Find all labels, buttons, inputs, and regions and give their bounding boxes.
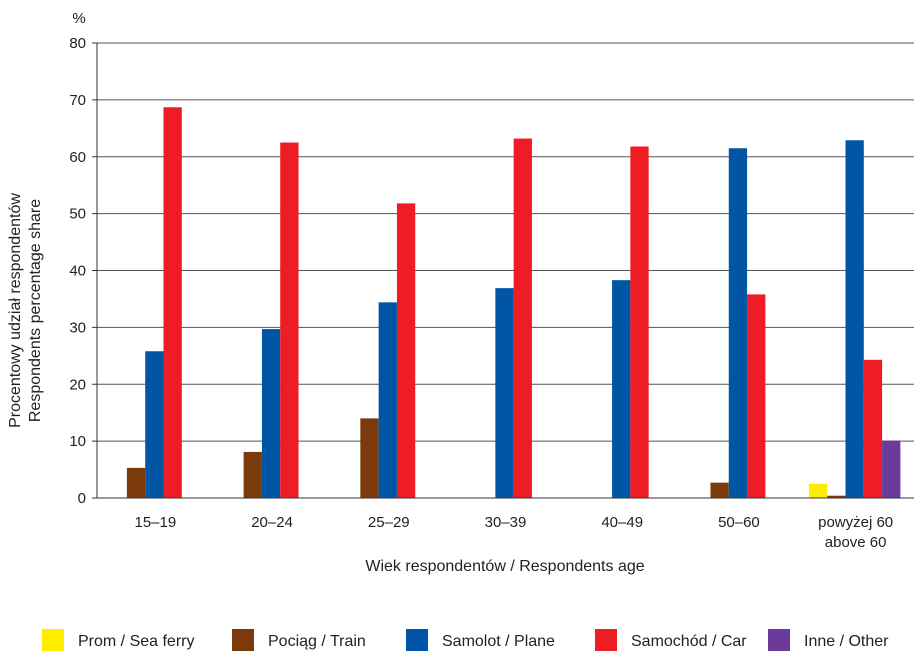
y-tick-label: 0: [78, 490, 86, 507]
y-axis-title: Procentowy udział respondentów Respondent…: [7, 193, 44, 428]
y-tick-label: 50: [69, 206, 86, 223]
x-axis-title: Wiek respondentów / Respondents age: [365, 558, 644, 575]
y-axis-title-line: Procentowy udział respondentów: [7, 193, 24, 428]
bar: [863, 359, 883, 498]
x-tick-label: 50–60: [718, 514, 760, 531]
legend-label: Prom / Sea ferry: [78, 633, 194, 650]
x-tick-label: 25–29: [368, 514, 410, 531]
bar: [845, 140, 864, 498]
legend-swatch: [42, 629, 64, 651]
y-axis-unit: %: [72, 10, 85, 27]
bar: [163, 107, 182, 499]
bar: [630, 146, 649, 498]
legend: Prom / Sea ferry Pociąg / Train Samolot / …: [42, 629, 889, 651]
legend-swatch: [232, 629, 254, 651]
x-tick-label: 30–39: [485, 514, 527, 531]
bars: [126, 107, 901, 499]
bar: [360, 418, 379, 498]
bar: [261, 329, 281, 498]
x-tick-label: 40–49: [601, 514, 643, 531]
bar: [495, 288, 514, 498]
x-tick-label: 20–24: [251, 514, 293, 531]
bar: [808, 483, 828, 498]
legend-label: Samochód / Car: [631, 633, 747, 650]
legend-swatch: [595, 629, 617, 651]
legend-swatch: [406, 629, 428, 651]
bar: [378, 302, 397, 498]
x-tick-labels: 15–19 20–24 25–29 30–39 40–49 50–60 powyżej 60…: [134, 514, 893, 551]
bar: [243, 451, 262, 498]
bar: [513, 138, 532, 499]
bar: [747, 294, 766, 498]
y-tick-label: 70: [69, 92, 86, 109]
y-tick-label: 20: [69, 376, 86, 393]
legend-label: Samolot / Plane: [442, 633, 555, 650]
legend-label: Inne / Other: [804, 633, 889, 650]
y-tick-label: 10: [69, 433, 86, 450]
bar: [145, 351, 164, 498]
bar: [396, 203, 416, 498]
bar: [612, 280, 631, 498]
x-tick-label: powyżej 60: [818, 514, 893, 531]
axes: [96, 43, 914, 499]
bar: [126, 467, 146, 498]
x-tick-label: 15–19: [134, 514, 176, 531]
y-tick-label: 30: [69, 319, 86, 336]
bar: [728, 148, 748, 498]
bar: [280, 142, 299, 498]
legend-swatch: [768, 629, 790, 651]
y-tick-labels: 0 10 20 30 40 50 60 70 80: [69, 35, 86, 507]
bar: [827, 495, 846, 498]
bar: [710, 482, 729, 498]
x-tick-label: above 60: [825, 534, 887, 551]
y-axis-title-line: Respondents percentage share: [27, 199, 44, 422]
y-tick-label: 80: [69, 35, 86, 52]
bar: [882, 440, 901, 498]
legend-label: Pociąg / Train: [268, 633, 366, 650]
y-tick-label: 60: [69, 149, 86, 166]
y-tick-label: 40: [69, 263, 86, 280]
